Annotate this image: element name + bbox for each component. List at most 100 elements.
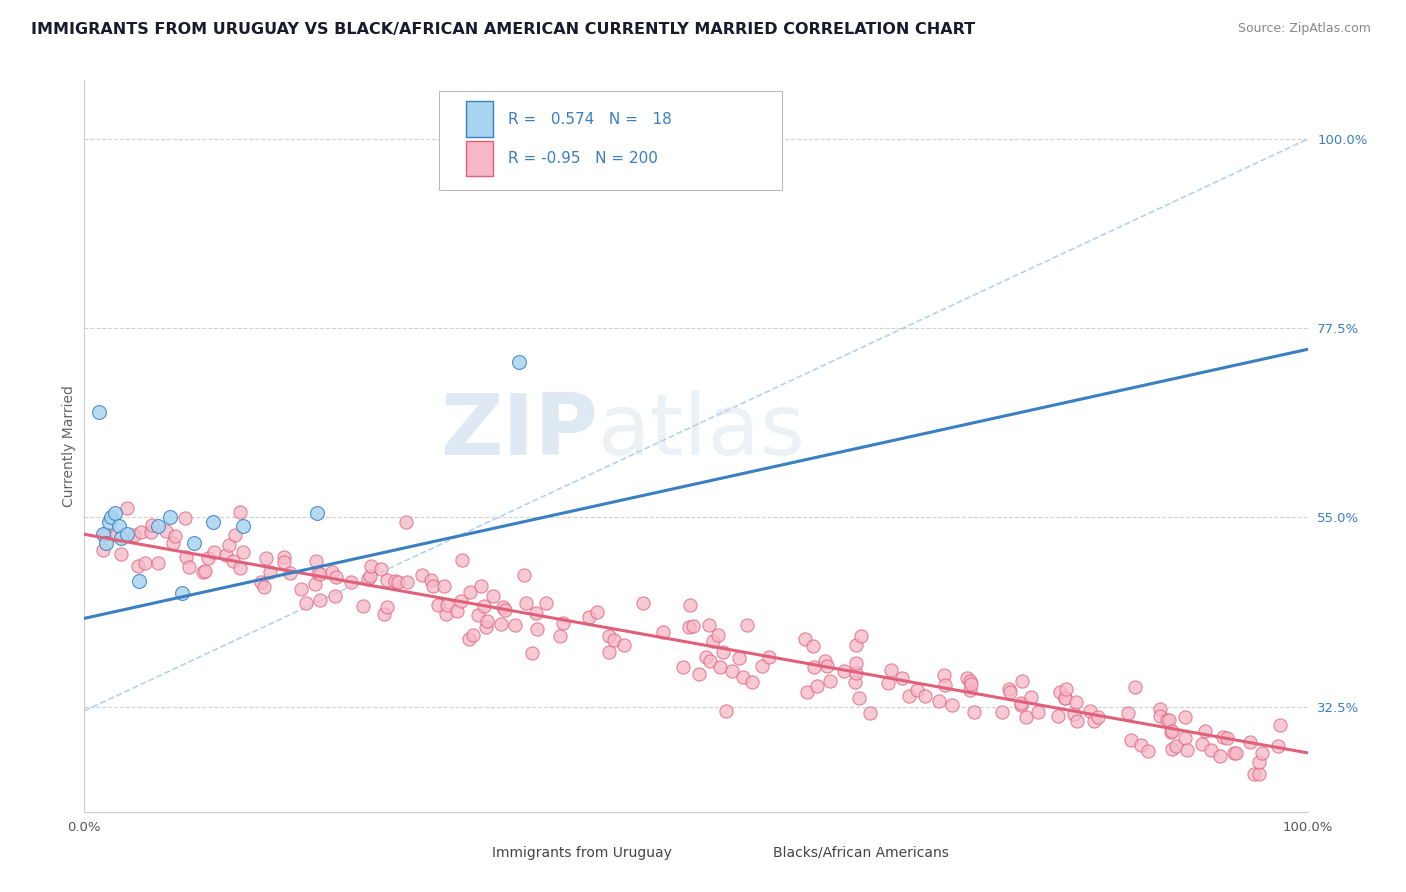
Point: [419, 573, 441, 587]
Point: [422, 579, 444, 593]
Point: [191, 566, 214, 580]
Point: [932, 668, 955, 682]
Point: [458, 585, 481, 599]
Point: [534, 595, 557, 609]
Point: [526, 622, 548, 636]
Point: [1118, 706, 1140, 721]
Point: [174, 550, 197, 565]
Text: R =   0.574   N =   18: R = 0.574 N = 18: [508, 112, 671, 127]
Point: [956, 672, 979, 686]
Point: [307, 566, 329, 580]
Text: atlas: atlas: [598, 390, 806, 473]
Point: [163, 528, 186, 542]
Point: [1064, 695, 1087, 709]
Point: [613, 638, 636, 652]
Point: [434, 607, 457, 622]
Point: [603, 632, 626, 647]
Point: [197, 551, 219, 566]
Point: [991, 705, 1014, 719]
Point: [215, 548, 238, 562]
Point: [598, 629, 620, 643]
Point: [844, 674, 866, 689]
FancyBboxPatch shape: [457, 842, 484, 865]
Point: [522, 646, 544, 660]
Point: [1267, 739, 1289, 753]
Point: [997, 681, 1019, 696]
Point: [305, 506, 328, 520]
Point: [891, 671, 914, 685]
Point: [1225, 746, 1247, 760]
Point: [492, 599, 515, 614]
Point: [470, 579, 492, 593]
Point: [832, 665, 855, 679]
Point: [91, 527, 114, 541]
Point: [880, 663, 903, 677]
Point: [1268, 717, 1291, 731]
FancyBboxPatch shape: [738, 842, 766, 865]
Point: [678, 620, 700, 634]
Point: [134, 557, 156, 571]
Point: [801, 639, 824, 653]
Point: [370, 562, 392, 576]
Point: [96, 535, 118, 549]
Point: [818, 674, 841, 689]
Point: [375, 573, 398, 587]
Point: [914, 690, 936, 704]
Point: [1164, 739, 1187, 753]
FancyBboxPatch shape: [439, 91, 782, 190]
Point: [1159, 713, 1181, 727]
Point: [578, 609, 600, 624]
Point: [259, 566, 281, 580]
Point: [128, 574, 150, 588]
Point: [672, 659, 695, 673]
Point: [115, 500, 138, 515]
Point: [1047, 708, 1070, 723]
Point: [159, 510, 181, 524]
Point: [709, 660, 731, 674]
Point: [503, 617, 526, 632]
Point: [1011, 674, 1033, 689]
Point: [201, 515, 224, 529]
Point: [475, 620, 498, 634]
Point: [467, 607, 489, 622]
Point: [1175, 743, 1198, 757]
Point: [959, 673, 981, 688]
Point: [707, 628, 730, 642]
Point: [129, 525, 152, 540]
Point: [1247, 767, 1270, 781]
Point: [711, 645, 734, 659]
Point: [1054, 690, 1077, 705]
Point: [373, 607, 395, 622]
Point: [290, 582, 312, 597]
Point: [458, 632, 481, 646]
Point: [202, 544, 225, 558]
Point: [1066, 714, 1088, 728]
Point: [876, 676, 898, 690]
Point: [699, 654, 721, 668]
Point: [1078, 705, 1101, 719]
Point: [100, 510, 122, 524]
Point: [1199, 743, 1222, 757]
Point: [714, 704, 737, 718]
Point: [735, 617, 758, 632]
Point: [183, 535, 205, 549]
Point: [174, 510, 197, 524]
Point: [172, 586, 194, 600]
Point: [253, 580, 276, 594]
Point: [107, 519, 129, 533]
Point: [491, 616, 513, 631]
Point: [803, 660, 825, 674]
Point: [1026, 705, 1049, 719]
Point: [87, 405, 110, 419]
Point: [1010, 696, 1032, 710]
Point: [411, 567, 433, 582]
Point: [741, 675, 763, 690]
Point: [897, 689, 920, 703]
Y-axis label: Currently Married: Currently Married: [62, 385, 76, 507]
Point: [104, 506, 127, 520]
Point: [1053, 690, 1076, 705]
Point: [305, 554, 328, 568]
Point: [110, 532, 132, 546]
Point: [758, 649, 780, 664]
Point: [357, 572, 380, 586]
